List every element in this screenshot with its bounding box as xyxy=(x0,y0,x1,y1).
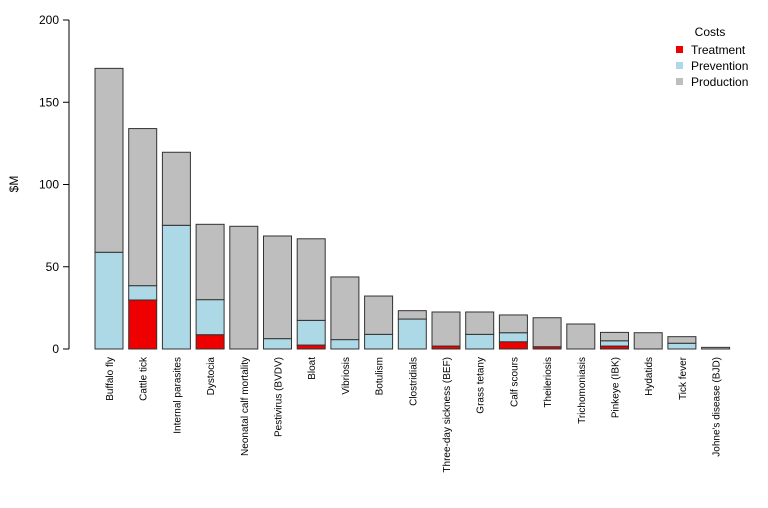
x-tick-label: Bloat xyxy=(307,357,318,380)
x-tick-label: Hydatids xyxy=(644,357,655,396)
legend-label: Prevention xyxy=(691,59,748,73)
bar-production xyxy=(431,311,461,347)
y-tick-label: 200 xyxy=(39,13,59,27)
x-tick-label: Cattle tick xyxy=(139,356,150,401)
y-tick-label: 150 xyxy=(39,95,59,109)
x-tick-label: Johne's disease (BJD) xyxy=(712,357,723,457)
bar-production xyxy=(128,128,158,287)
bar-production xyxy=(330,276,360,341)
bar-prevention xyxy=(600,340,629,347)
legend-swatch xyxy=(676,46,683,53)
x-tick-label: Clostridials xyxy=(408,357,419,406)
x-tick-label: Tick fever xyxy=(678,356,689,400)
bar-production xyxy=(532,317,562,348)
x-tick-label: Vibriosis xyxy=(341,357,352,395)
bar-production xyxy=(161,151,191,226)
x-tick-label: Botulism xyxy=(375,357,386,395)
bar-production xyxy=(296,238,326,321)
x-tick-label: Dystocia xyxy=(206,357,217,396)
bar-production xyxy=(229,225,259,350)
bar-prevention xyxy=(498,332,528,343)
x-tick-label: Pestivirus (BVDV) xyxy=(274,357,285,437)
bar-treatment xyxy=(296,344,326,350)
y-axis-label: $M xyxy=(7,176,21,193)
y-tick-label: 50 xyxy=(46,260,60,274)
legend-label: Production xyxy=(691,75,748,89)
bar-production xyxy=(465,311,495,335)
legend-swatch xyxy=(676,78,683,85)
bar-production xyxy=(566,323,596,350)
bar-production xyxy=(701,346,731,350)
bar-prevention xyxy=(296,319,326,346)
x-tick-label: Grass tetany xyxy=(476,357,487,414)
bar-prevention xyxy=(330,339,360,350)
bar-production xyxy=(667,336,697,344)
x-tick-label: Buffalo fly xyxy=(105,357,116,401)
bar-production xyxy=(397,310,427,320)
legend: Costs Treatment Prevention Production xyxy=(676,25,748,89)
bar-prevention xyxy=(397,318,427,350)
bar-production xyxy=(94,67,124,253)
bar-production xyxy=(498,314,528,334)
bar-treatment xyxy=(195,334,225,350)
legend-title: Costs xyxy=(695,25,726,39)
x-tick-label: Calf scours xyxy=(509,357,520,407)
x-tick-label: Theileriosis xyxy=(543,357,554,408)
bar-prevention xyxy=(161,224,191,350)
x-tick-label: Neonatal calf mortality xyxy=(240,357,251,456)
y-tick-label: 100 xyxy=(39,178,59,192)
bar-prevention xyxy=(195,299,225,336)
bar-production xyxy=(195,223,225,301)
legend-swatch xyxy=(676,62,683,69)
bar-treatment xyxy=(498,341,528,350)
bar-prevention xyxy=(465,333,495,350)
y-axis: 0 50 100 150 200 xyxy=(39,13,70,356)
bars xyxy=(94,67,731,350)
bar-prevention xyxy=(263,338,292,350)
bar-prevention xyxy=(364,333,394,350)
bar-prevention xyxy=(667,342,697,350)
legend-label: Treatment xyxy=(691,43,746,57)
x-tick-label: Pinkeye (IBK) xyxy=(611,357,622,418)
bar-treatment xyxy=(128,299,158,350)
bar-production xyxy=(263,235,292,340)
x-tick-label: Three-day sickness (BEF) xyxy=(442,357,453,473)
bar-production xyxy=(600,331,629,342)
bar-production xyxy=(633,332,663,350)
bar-prevention xyxy=(94,251,124,350)
bar-production xyxy=(364,295,394,335)
x-tick-labels: Buffalo fly Cattle tick Internal parasites… xyxy=(105,356,723,473)
bar-prevention xyxy=(128,285,158,301)
y-tick-label: 0 xyxy=(52,342,59,356)
x-tick-label: Internal parasites xyxy=(172,357,183,434)
x-tick-label: Trichomoniasis xyxy=(577,357,588,424)
